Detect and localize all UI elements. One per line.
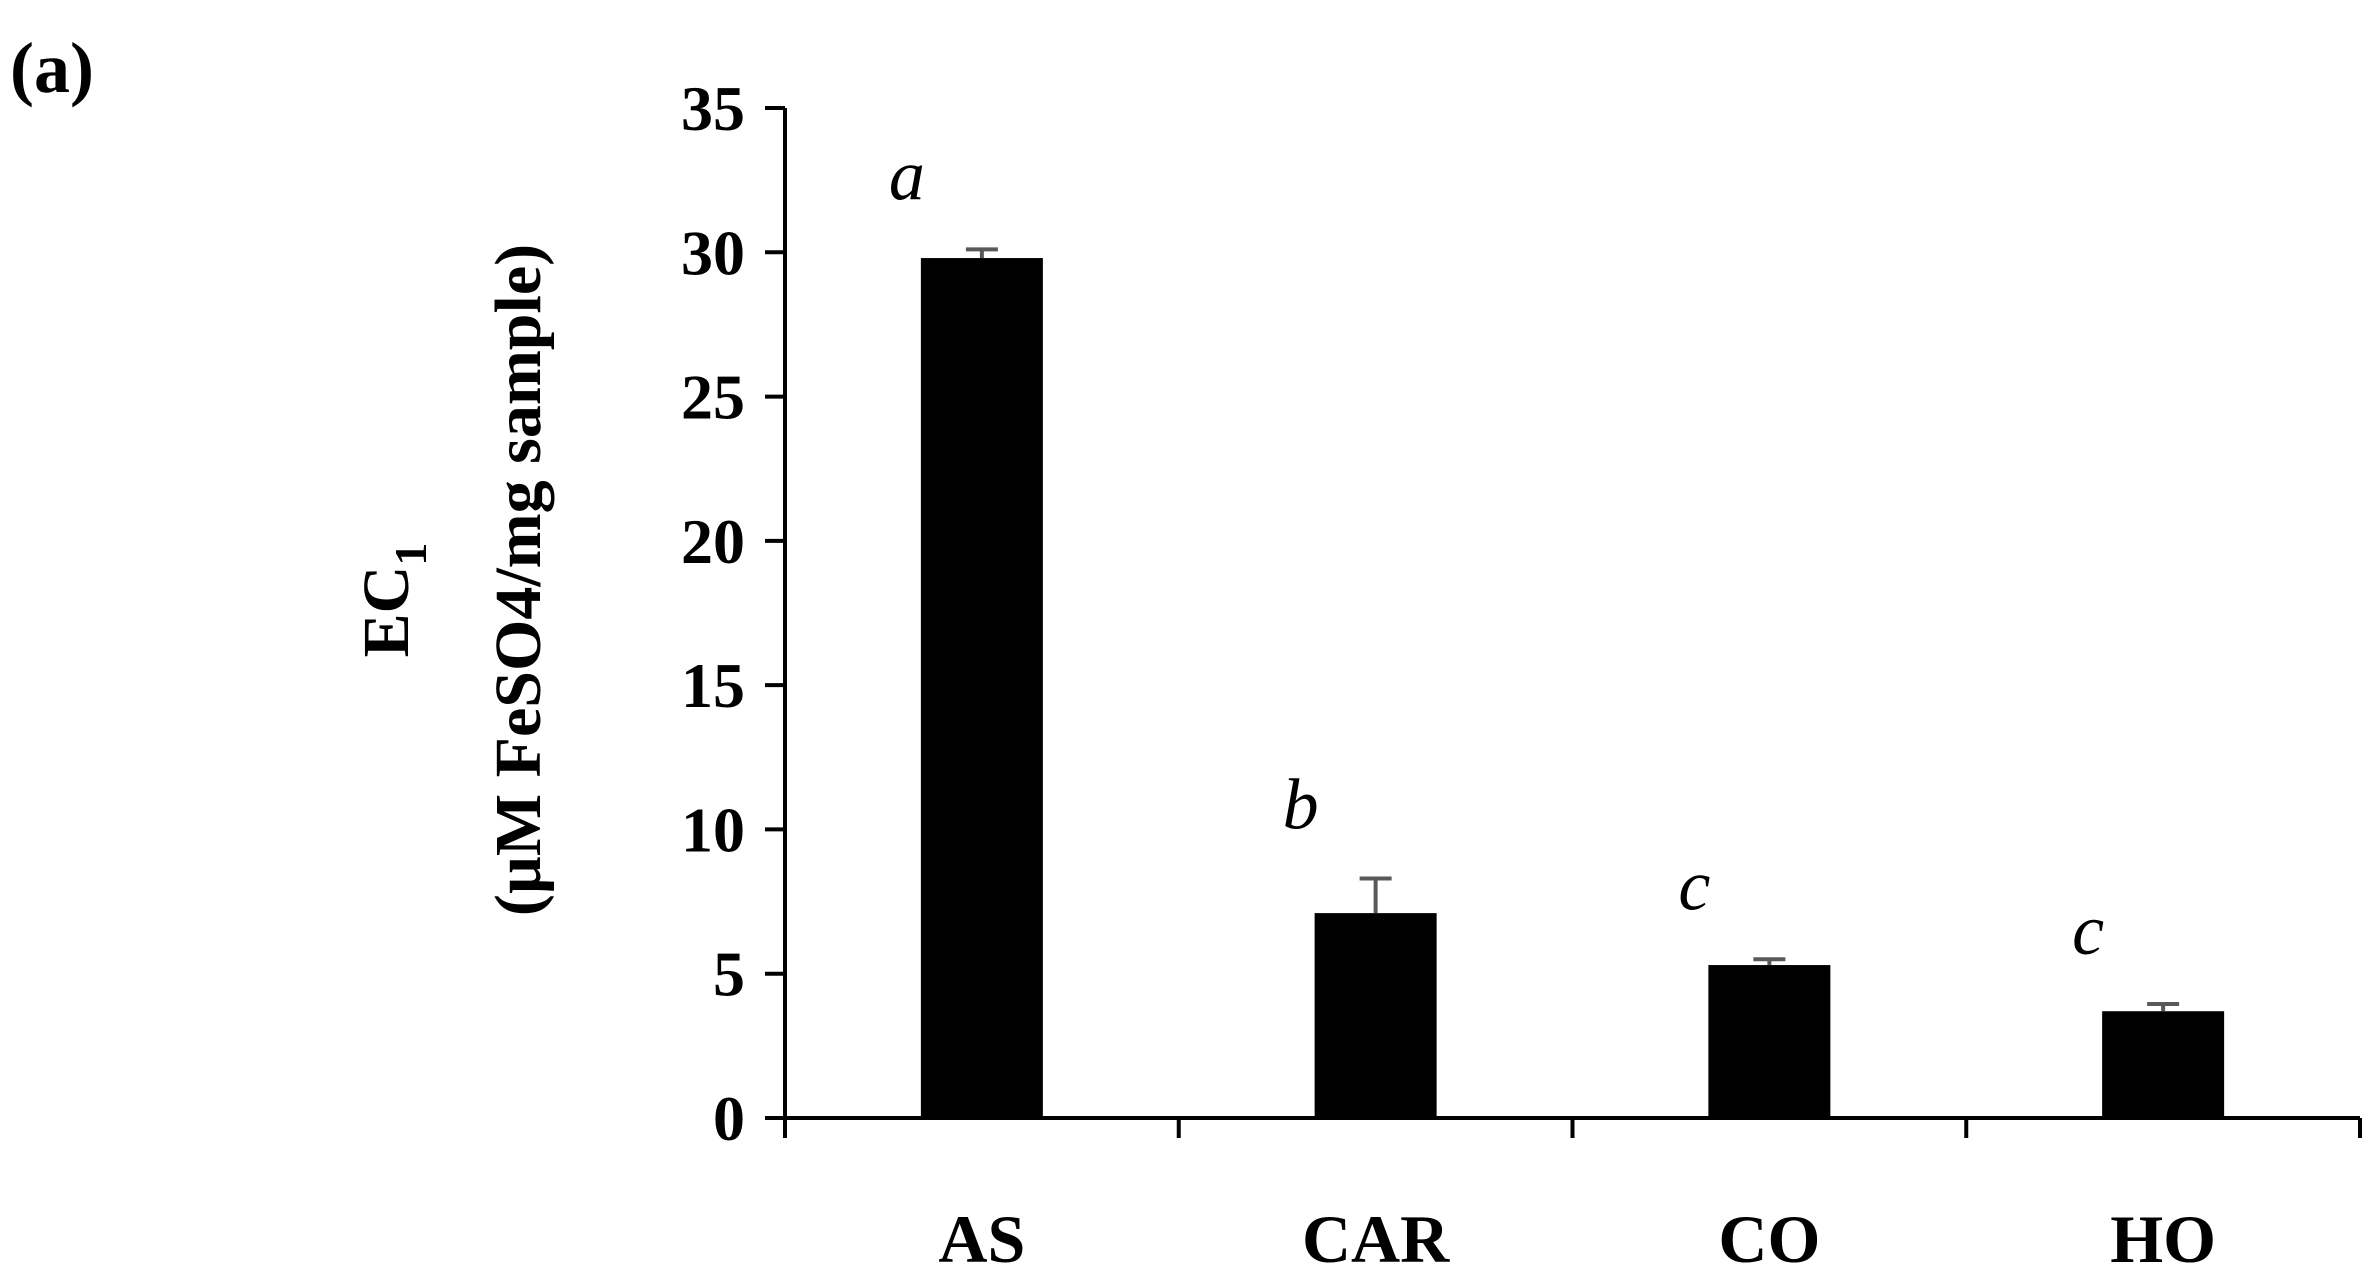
bar-co — [1708, 965, 1831, 1118]
y-tick-label: 35 — [681, 73, 745, 144]
axes — [765, 106, 2362, 1138]
bars — [920, 258, 2225, 1118]
y-tick-label: 15 — [681, 650, 745, 721]
significance-letter-as: a — [889, 135, 925, 215]
x-tick-label-as: AS — [938, 1201, 1025, 1277]
y-tick-label: 0 — [713, 1083, 745, 1154]
y-tick-label: 20 — [681, 506, 745, 577]
x-tick-label-ho: HO — [2110, 1201, 2216, 1277]
bar-car — [1314, 913, 1437, 1118]
significance-letters: a b c c — [889, 135, 2104, 970]
significance-letter-car: b — [1283, 764, 1319, 844]
y-axis-title-main: EC1 — [350, 543, 436, 658]
y-tick-labels: 0 5 10 15 20 25 30 35 — [681, 73, 745, 1154]
y-axis-title: EC1 (µM FeSO4/mg sample) — [350, 244, 555, 916]
y-tick-label: 5 — [713, 939, 745, 1010]
y-tick-label: 10 — [681, 794, 745, 865]
y-tick-label: 25 — [681, 362, 745, 433]
x-tick-labels: AS CAR CO HO — [938, 1201, 2216, 1277]
y-tick-label: 30 — [681, 217, 745, 288]
error-bars — [965, 247, 2180, 1012]
significance-letter-ho: c — [2072, 890, 2104, 970]
bar-ho — [2102, 1011, 2225, 1118]
x-tick-label-car: CAR — [1302, 1201, 1450, 1277]
significance-letter-co: c — [1678, 845, 1710, 925]
x-tick-label-co: CO — [1718, 1201, 1820, 1277]
y-axis-title-units: (µM FeSO4/mg sample) — [482, 244, 555, 916]
panel-label: (a) — [10, 28, 94, 108]
bar-as — [920, 258, 1043, 1118]
